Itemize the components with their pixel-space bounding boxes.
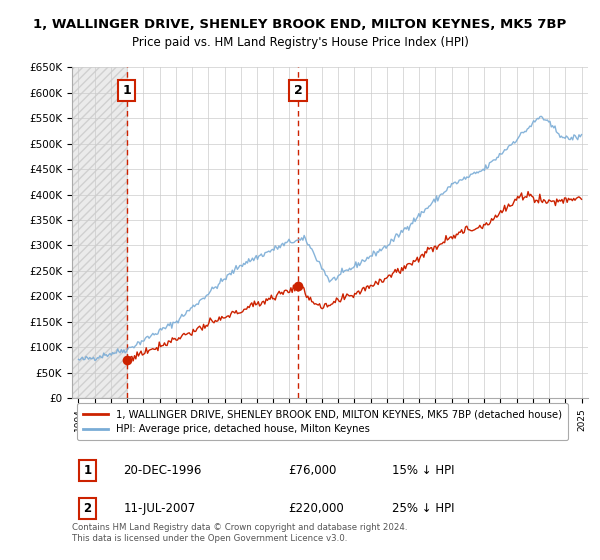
Bar: [72, 67, 127, 398]
Text: 1: 1: [122, 84, 131, 97]
Text: Price paid vs. HM Land Registry's House Price Index (HPI): Price paid vs. HM Land Registry's House …: [131, 36, 469, 49]
Text: £220,000: £220,000: [289, 502, 344, 515]
Text: 2: 2: [294, 84, 302, 97]
Text: 11-JUL-2007: 11-JUL-2007: [124, 502, 196, 515]
Text: Contains HM Land Registry data © Crown copyright and database right 2024.
This d: Contains HM Land Registry data © Crown c…: [72, 524, 407, 543]
Text: 25% ↓ HPI: 25% ↓ HPI: [392, 502, 454, 515]
Text: 20-DEC-1996: 20-DEC-1996: [124, 464, 202, 477]
Text: 1: 1: [83, 464, 92, 477]
Text: 15% ↓ HPI: 15% ↓ HPI: [392, 464, 454, 477]
Text: 2: 2: [83, 502, 92, 515]
Bar: [72, 67, 127, 398]
Text: £76,000: £76,000: [289, 464, 337, 477]
Text: 1, WALLINGER DRIVE, SHENLEY BROOK END, MILTON KEYNES, MK5 7BP: 1, WALLINGER DRIVE, SHENLEY BROOK END, M…: [34, 18, 566, 31]
Legend: 1, WALLINGER DRIVE, SHENLEY BROOK END, MILTON KEYNES, MK5 7BP (detached house), : 1, WALLINGER DRIVE, SHENLEY BROOK END, M…: [77, 403, 568, 440]
